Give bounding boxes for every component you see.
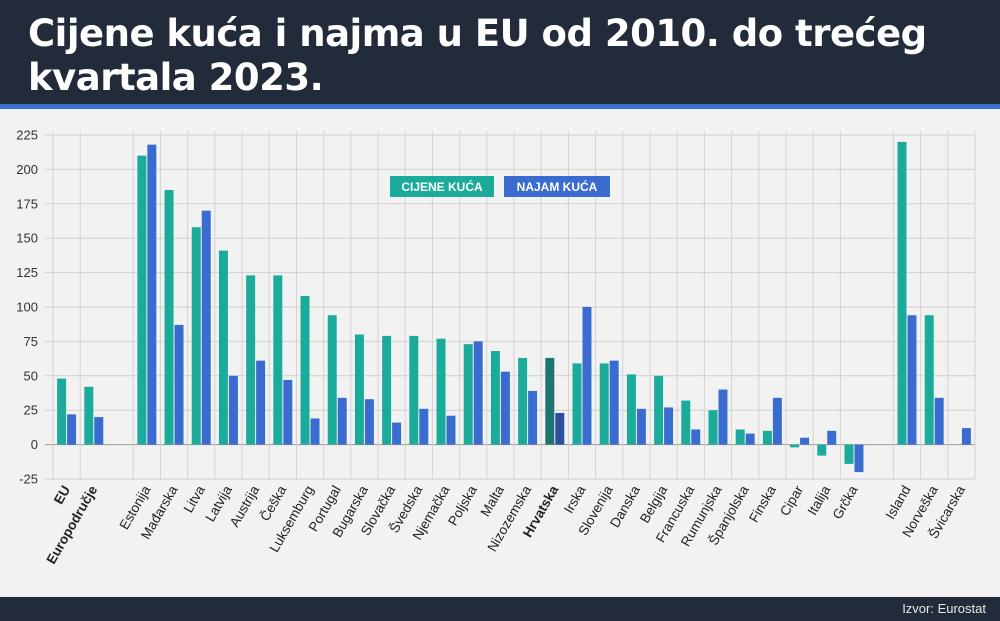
bar-house-price-2 <box>137 155 147 445</box>
bar-house-price-8 <box>300 295 310 445</box>
bar-chart: -25 0 25 50 75 100 125 150 175 200 225 EUEuropodru… <box>16 128 976 567</box>
y-tick-label: 225 <box>16 128 38 143</box>
bar-rent-4 <box>201 210 211 445</box>
bar-house-price-3 <box>164 190 174 445</box>
bar-house-price-24 <box>735 429 745 445</box>
x-tick-label: Italija <box>805 483 834 518</box>
bar-rent-22 <box>691 429 701 445</box>
bar-house-price-28 <box>844 444 854 464</box>
legend-swatch <box>504 176 610 197</box>
bar-house-price-25 <box>762 430 772 445</box>
x-tick-label: EU <box>51 483 73 507</box>
chart: -25 0 25 50 75 100 125 150 175 200 225 EU Europodru… <box>0 109 1000 597</box>
bar-house-price-13 <box>436 338 446 445</box>
bar-rent-25 <box>772 397 782 445</box>
header: Cijene kuća i najma u EU od 2010. do tre… <box>0 0 1000 104</box>
bar-house-price-30 <box>924 315 934 445</box>
bar-house-price-14 <box>463 344 473 445</box>
y-tick-label: 100 <box>16 300 38 315</box>
bar-house-price-6 <box>246 275 256 445</box>
x-tick-label: Finska <box>746 483 779 525</box>
bar-rent-26 <box>800 437 810 445</box>
bar-rent-12 <box>419 408 429 445</box>
bar-rent-10 <box>364 399 374 445</box>
bar-rent-31 <box>961 428 971 445</box>
bar-house-price-10 <box>354 334 364 445</box>
y-tick-label: -25 <box>19 472 38 487</box>
y-tick-label: 75 <box>24 334 38 349</box>
bar-rent-0 <box>67 414 77 445</box>
bar-house-price-29 <box>897 141 907 445</box>
bar-rent-24 <box>745 433 755 445</box>
bar-rent-11 <box>392 422 402 445</box>
x-tick-label: Cipar <box>777 483 806 519</box>
bar-rent-19 <box>609 360 619 445</box>
bar-rent-13 <box>446 415 456 445</box>
bar-rent-14 <box>473 341 483 445</box>
bar-rent-21 <box>664 407 674 445</box>
y-tick-label: 0 <box>31 437 38 452</box>
bar-rent-3 <box>174 324 184 445</box>
bar-house-price-22 <box>681 400 691 445</box>
legend-swatch <box>390 176 494 197</box>
y-tick-label: 25 <box>24 403 38 418</box>
bar-house-price-7 <box>273 275 283 445</box>
bar-house-price-27 <box>817 444 827 456</box>
legend-label: NAJAM KUĆA <box>517 179 598 194</box>
bar-rent-8 <box>310 418 320 445</box>
bar-rent-9 <box>337 397 347 445</box>
bar-house-price-16 <box>518 357 528 445</box>
bar-rent-7 <box>283 379 293 445</box>
bar-house-price-0 <box>57 378 67 445</box>
bar-house-price-1 <box>84 386 94 445</box>
bar-rent-29 <box>907 315 917 445</box>
bar-house-price-11 <box>382 335 392 445</box>
bar-house-price-15 <box>490 351 500 445</box>
bar-house-price-21 <box>654 375 664 445</box>
bar-rent-1 <box>94 417 104 445</box>
bar-house-price-4 <box>191 227 201 445</box>
bar-rent-23 <box>718 389 728 445</box>
bar-rent-16 <box>528 390 538 445</box>
source-note: Izvor: Eurostat <box>902 601 986 616</box>
bar-house-price-12 <box>409 335 419 445</box>
bar-rent-28 <box>854 444 864 473</box>
bar-rent-15 <box>500 371 510 445</box>
bar-house-price-5 <box>218 250 228 445</box>
bar-rent-27 <box>827 430 837 445</box>
y-tick-label: 125 <box>16 265 38 280</box>
bar-rent-17 <box>555 412 565 445</box>
x-tick-label: Grčka <box>830 483 861 522</box>
legend-label: CIJENE KUĆA <box>401 179 483 194</box>
bar-rent-30 <box>934 397 944 445</box>
y-axis-ticks: -25 0 25 50 75 100 125 150 175 200 225 <box>16 128 38 487</box>
y-tick-label: 150 <box>16 231 38 246</box>
bars <box>57 141 971 473</box>
y-tick-label: 175 <box>16 196 38 211</box>
bar-house-price-19 <box>599 363 609 445</box>
bar-house-price-18 <box>572 363 582 445</box>
y-tick-label: 50 <box>24 368 38 383</box>
bar-house-price-17 <box>545 357 555 445</box>
bar-house-price-20 <box>626 374 636 445</box>
legend: CIJENE KUĆA NAJAM KUĆA <box>390 176 610 197</box>
page-title: Cijene kuća i najma u EU od 2010. do tre… <box>28 12 927 99</box>
bar-rent-2 <box>147 144 157 445</box>
bar-house-price-9 <box>327 315 337 445</box>
bar-rent-18 <box>582 307 592 445</box>
y-tick-label: 200 <box>16 162 38 177</box>
x-tick-label: Irska <box>561 483 589 516</box>
bar-rent-6 <box>256 360 266 445</box>
x-tick-label: Litva <box>181 483 208 516</box>
footer: Izvor: Eurostat <box>0 597 1000 621</box>
bar-house-price-23 <box>708 410 718 445</box>
bar-house-price-26 <box>790 444 800 448</box>
bar-rent-5 <box>228 375 238 445</box>
header-accent-line <box>0 104 1000 109</box>
bar-rent-20 <box>636 408 646 445</box>
